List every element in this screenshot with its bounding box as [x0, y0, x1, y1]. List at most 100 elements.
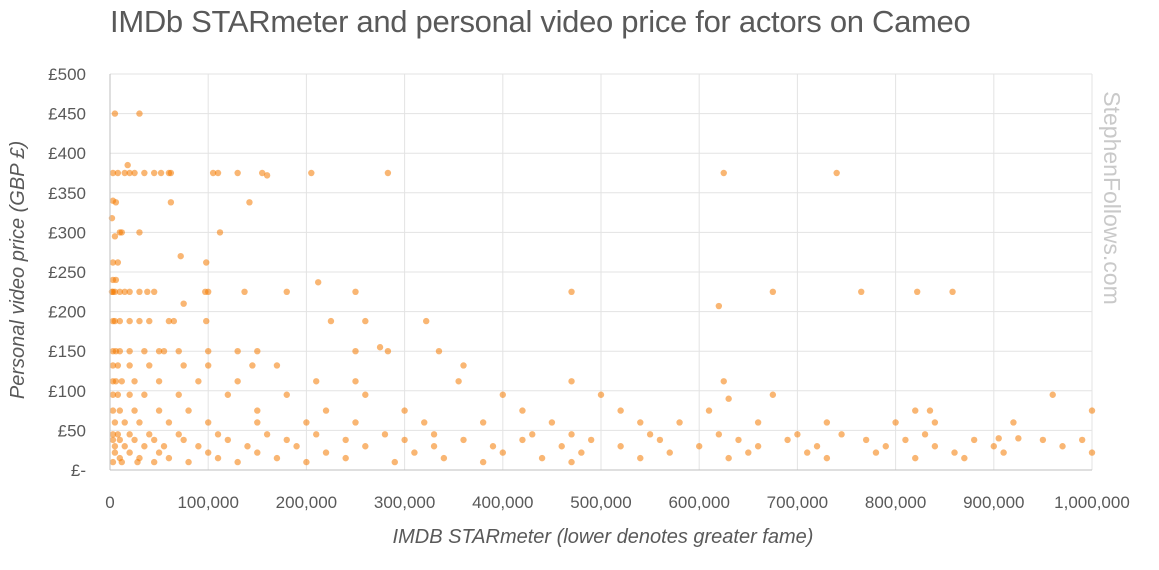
data-point	[990, 443, 997, 450]
data-point	[892, 419, 899, 426]
data-point	[352, 419, 359, 426]
data-point	[126, 391, 133, 398]
data-point	[961, 454, 968, 462]
data-point	[121, 169, 128, 177]
axes	[109, 74, 1092, 471]
data-point	[170, 317, 178, 325]
data-point	[1010, 419, 1017, 426]
data-point	[538, 454, 546, 462]
data-point	[273, 454, 281, 462]
data-point	[167, 169, 175, 177]
data-point	[1039, 436, 1047, 444]
x-axis-title: IMDB STARmeter (lower denotes greater fa…	[393, 526, 814, 548]
data-point	[720, 378, 727, 385]
data-point	[273, 362, 281, 369]
y-tick-labels: £- £50 £100 £150 £200 £250 £300 £350 £400 £450 £50…	[48, 65, 86, 480]
data-point	[637, 419, 644, 426]
x-tick-label: 1,000,000	[1054, 493, 1130, 512]
data-point	[175, 391, 182, 398]
data-point	[109, 407, 117, 414]
data-point	[352, 378, 359, 385]
data-point	[872, 449, 880, 456]
data-point	[314, 279, 322, 286]
x-tick-label: 200,000	[276, 493, 337, 512]
data-point	[136, 419, 143, 426]
data-point	[136, 317, 143, 325]
data-point	[109, 169, 117, 177]
data-point	[167, 199, 175, 206]
data-point	[180, 436, 187, 444]
data-point	[455, 378, 462, 385]
data-point	[150, 436, 158, 444]
data-points	[108, 110, 1096, 466]
data-point	[926, 407, 934, 414]
data-point	[175, 431, 182, 438]
data-point	[126, 449, 133, 456]
data-point	[146, 431, 153, 438]
y-tick-label: £50	[58, 421, 86, 440]
data-point	[155, 449, 163, 456]
x-tick-label: 700,000	[767, 493, 828, 512]
data-point	[519, 436, 526, 444]
data-point	[109, 391, 117, 398]
data-point	[175, 348, 182, 355]
data-point	[121, 419, 128, 426]
data-point	[720, 169, 727, 177]
data-point	[234, 378, 241, 385]
data-point	[246, 199, 253, 206]
data-point	[136, 288, 143, 295]
data-point	[597, 391, 605, 398]
data-point	[384, 348, 392, 355]
data-point	[114, 362, 122, 369]
data-point	[155, 407, 163, 414]
data-point	[118, 229, 125, 236]
data-point	[858, 288, 865, 295]
data-point	[804, 449, 811, 456]
data-point	[430, 443, 438, 450]
data-point	[180, 300, 187, 307]
x-tick-label: 500,000	[570, 493, 631, 512]
chart-title: IMDb STARmeter and personal video price …	[110, 4, 971, 39]
data-point	[646, 431, 654, 438]
data-point	[111, 419, 119, 426]
data-point	[548, 419, 556, 426]
data-point	[1015, 435, 1022, 442]
data-point	[342, 436, 349, 444]
data-point	[155, 348, 163, 355]
data-point	[617, 407, 624, 414]
data-point	[109, 431, 117, 438]
data-point	[165, 419, 173, 426]
gridlines	[110, 73, 1093, 470]
data-point	[234, 458, 241, 466]
data-point	[116, 407, 124, 414]
data-point	[224, 391, 232, 398]
data-point	[177, 252, 184, 260]
data-point	[1078, 436, 1086, 444]
data-point	[902, 436, 909, 444]
data-point	[705, 407, 713, 414]
data-point	[460, 362, 467, 369]
data-point	[160, 348, 168, 355]
data-point	[203, 259, 210, 266]
data-point	[111, 317, 119, 325]
data-point	[131, 169, 138, 177]
data-point	[519, 407, 526, 414]
data-point	[141, 443, 148, 450]
data-point	[421, 419, 428, 426]
y-axis-title: Personal video price (GBP £)	[7, 141, 29, 399]
data-point	[440, 454, 448, 462]
data-point	[656, 436, 664, 444]
data-point	[112, 199, 120, 206]
data-point	[912, 454, 919, 462]
data-point	[214, 431, 222, 438]
data-point	[303, 419, 310, 426]
data-point	[951, 449, 958, 456]
data-point	[150, 288, 158, 295]
data-point	[293, 443, 300, 450]
data-point	[131, 436, 138, 444]
data-point	[1088, 449, 1096, 456]
y-tick-label: £100	[48, 382, 86, 401]
data-point	[587, 436, 595, 444]
data-point	[116, 348, 124, 355]
y-tick-label: £150	[48, 342, 86, 361]
